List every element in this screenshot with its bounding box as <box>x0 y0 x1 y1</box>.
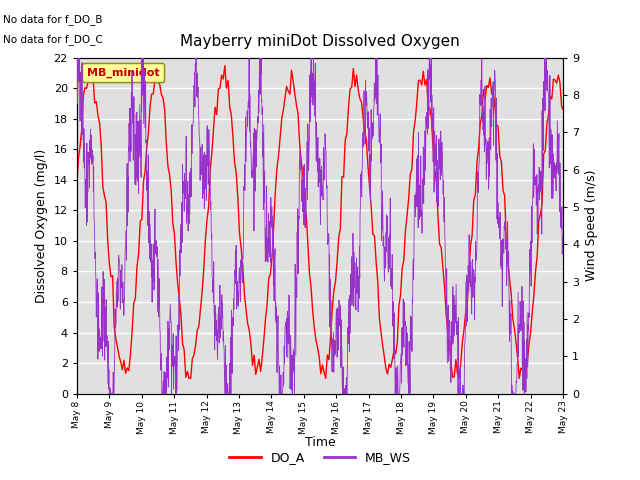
X-axis label: Time: Time <box>305 436 335 449</box>
Legend: MB_minidot: MB_minidot <box>83 63 164 82</box>
Title: Mayberry miniDot Dissolved Oxygen: Mayberry miniDot Dissolved Oxygen <box>180 35 460 49</box>
Text: No data for f_DO_B: No data for f_DO_B <box>3 14 102 25</box>
Text: No data for f_DO_C: No data for f_DO_C <box>3 34 103 45</box>
Y-axis label: Wind Speed (m/s): Wind Speed (m/s) <box>585 170 598 281</box>
Legend: DO_A, MB_WS: DO_A, MB_WS <box>224 446 416 469</box>
Y-axis label: Dissolved Oxygen (mg/l): Dissolved Oxygen (mg/l) <box>35 148 48 303</box>
